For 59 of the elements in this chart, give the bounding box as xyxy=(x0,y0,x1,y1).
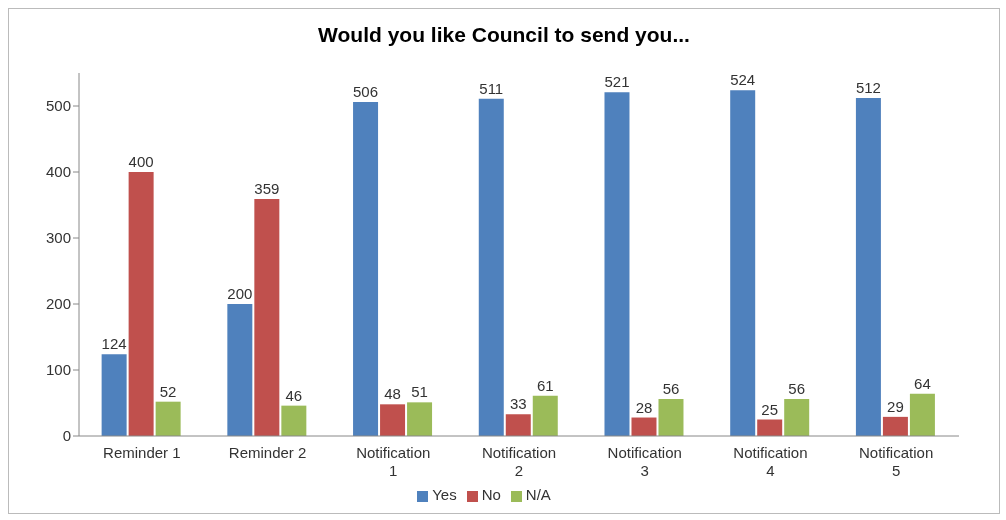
data-label: 56 xyxy=(788,380,806,398)
bar xyxy=(631,417,657,436)
data-label: 33 xyxy=(509,395,527,413)
x-tick-label: Notification 3 xyxy=(607,444,682,479)
data-label: 511 xyxy=(479,79,504,97)
bar xyxy=(254,199,280,436)
y-tick-label: 100 xyxy=(45,361,71,379)
bar xyxy=(505,414,531,436)
data-label: 25 xyxy=(761,400,779,418)
data-label: 524 xyxy=(730,71,756,89)
x-tick-label: Notification 2 xyxy=(481,444,557,479)
bar xyxy=(227,304,253,436)
bar xyxy=(155,401,181,436)
y-tick-label: 300 xyxy=(45,229,71,247)
bar xyxy=(353,102,379,436)
chart-title: Would you like Council to send you... xyxy=(317,22,691,48)
x-tick-label: Notification 4 xyxy=(733,444,808,479)
x-tick-label: Reminder 1 xyxy=(103,444,181,461)
bar xyxy=(532,395,558,436)
data-label: 512 xyxy=(855,79,881,97)
bar xyxy=(658,399,684,436)
data-label: 28 xyxy=(635,398,653,416)
bar xyxy=(855,98,881,436)
x-tick-label: Notification 1 xyxy=(356,444,431,479)
legend-label: N/A xyxy=(525,486,551,503)
bar xyxy=(909,393,935,436)
y-tick-label: 400 xyxy=(45,163,71,181)
data-label: 64 xyxy=(914,374,931,392)
data-label: 506 xyxy=(353,83,379,101)
bar xyxy=(784,399,810,436)
data-label: 124 xyxy=(101,335,127,353)
legend-label: No xyxy=(481,486,501,503)
data-label: 48 xyxy=(384,385,401,403)
bar xyxy=(882,416,908,436)
bar xyxy=(757,419,783,436)
bar xyxy=(281,405,307,436)
data-label: 56 xyxy=(662,380,680,398)
bar xyxy=(478,98,504,436)
data-label: 521 xyxy=(604,73,630,91)
y-tick-label: 200 xyxy=(45,295,71,313)
data-label: 46 xyxy=(285,386,303,404)
bar xyxy=(128,172,154,436)
y-tick-label: 500 xyxy=(45,97,71,115)
bar xyxy=(604,92,630,436)
data-label: 200 xyxy=(227,285,253,302)
data-label: 52 xyxy=(159,382,177,400)
data-label: 359 xyxy=(254,180,280,198)
x-tick-label: Notification 5 xyxy=(859,444,934,479)
data-label: 29 xyxy=(887,397,904,415)
x-tick-label: Reminder 2 xyxy=(228,444,307,461)
data-label: 51 xyxy=(411,383,428,401)
data-label: 61 xyxy=(536,376,554,394)
bar xyxy=(380,404,406,436)
bar xyxy=(407,402,433,436)
data-label: 400 xyxy=(128,153,154,170)
legend-label: Yes xyxy=(432,486,457,503)
bar xyxy=(101,354,127,436)
y-tick-label: 0 xyxy=(62,427,71,445)
bar xyxy=(730,90,756,436)
